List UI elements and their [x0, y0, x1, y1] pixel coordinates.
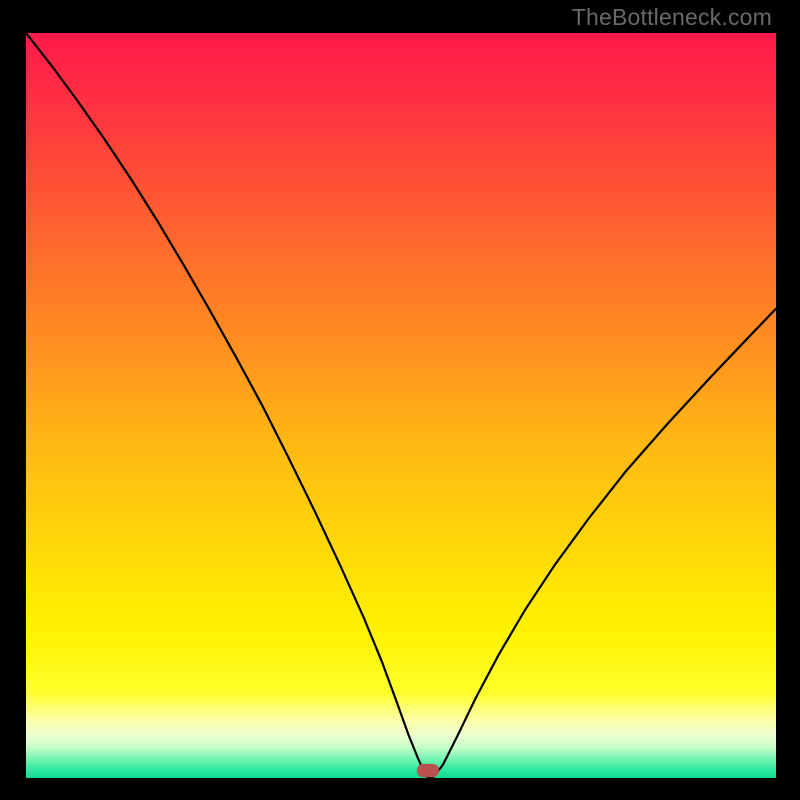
plot-area: [26, 33, 776, 778]
watermark-text: TheBottleneck.com: [572, 4, 772, 31]
minimum-marker: [417, 764, 440, 777]
plot-svg: [26, 33, 776, 778]
chart-frame: TheBottleneck.com: [0, 0, 800, 800]
gradient-background: [26, 33, 776, 778]
